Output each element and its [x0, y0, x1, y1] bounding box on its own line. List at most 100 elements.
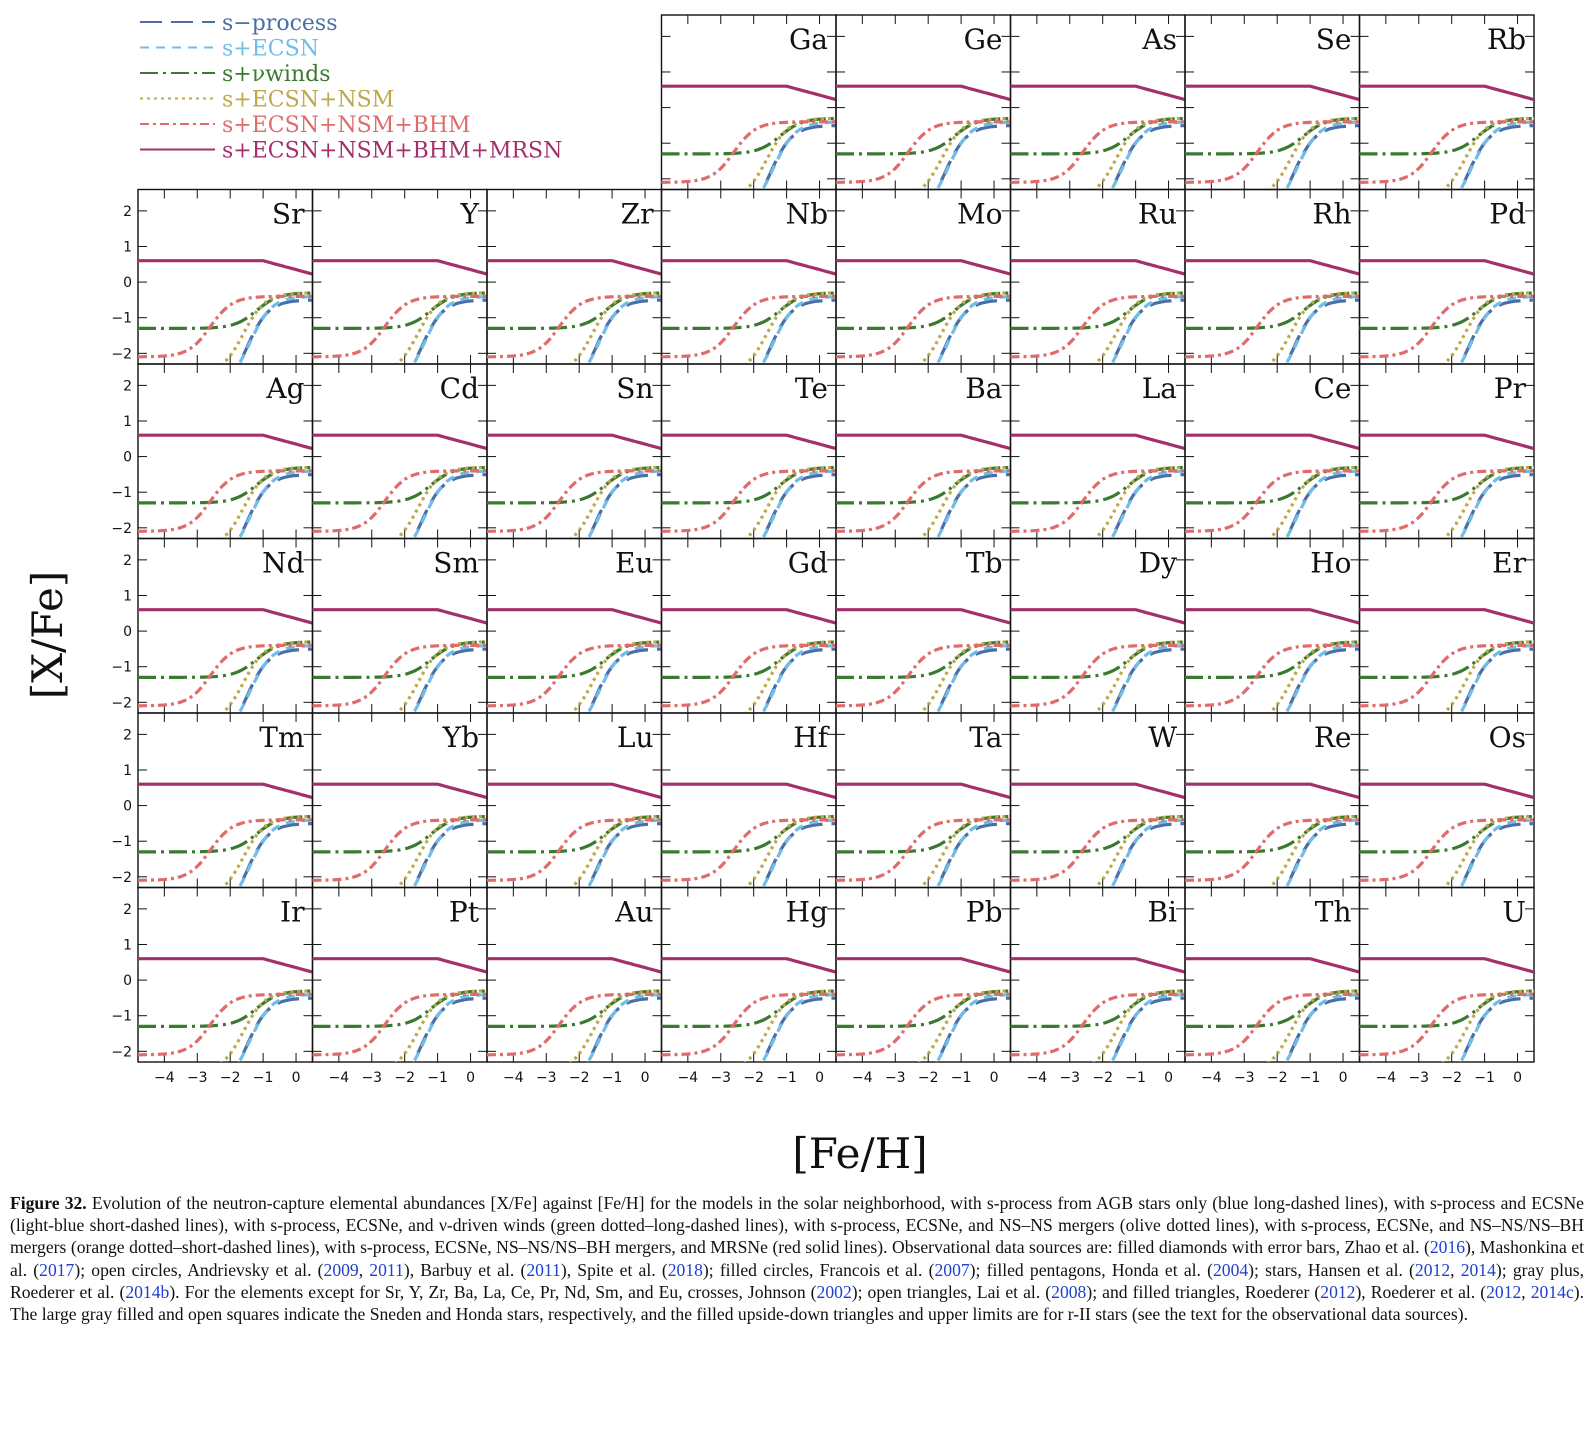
x-tick-label: 0	[815, 1070, 824, 1086]
x-tick-label: −2	[1441, 1070, 1462, 1086]
element-label: Ga	[789, 23, 828, 56]
caption-ref-link[interactable]: 2018	[667, 1259, 703, 1280]
model-line	[1010, 992, 1185, 1057]
model-lines	[836, 84, 1011, 190]
model-lines	[1010, 608, 1185, 713]
model-line	[1010, 814, 1185, 854]
caption-ref-link[interactable]: 2002	[816, 1281, 852, 1302]
model-line	[1010, 643, 1185, 708]
model-line	[487, 640, 662, 680]
model-lines	[661, 608, 836, 713]
model-lines	[138, 957, 313, 1062]
model-line	[586, 473, 662, 539]
model-line	[1185, 957, 1360, 974]
caption-ref-link[interactable]: 2014b	[125, 1281, 170, 1302]
model-lines	[1185, 433, 1360, 539]
model-line	[1359, 294, 1534, 359]
model-line	[1010, 818, 1185, 882]
model-line	[1010, 116, 1185, 156]
model-line	[661, 259, 836, 276]
model-line	[1458, 473, 1534, 539]
model-line	[1010, 259, 1185, 276]
model-line	[312, 465, 487, 505]
model-lines	[1359, 259, 1534, 364]
model-line	[1284, 473, 1360, 539]
model-line	[661, 989, 836, 1029]
model-line	[487, 294, 662, 359]
model-line	[1359, 989, 1534, 1029]
model-line	[411, 996, 487, 1062]
model-line	[138, 992, 313, 1057]
caption-text: Evolution of the neutron-capture element…	[10, 1193, 1584, 1258]
y-tick-label: 1	[123, 763, 132, 779]
caption-ref-link[interactable]: 2007	[934, 1259, 970, 1280]
model-lines	[487, 782, 662, 888]
x-tick-label: −2	[918, 1070, 939, 1086]
caption-text: ,	[1521, 1281, 1531, 1302]
model-lines	[138, 433, 313, 539]
caption-ref-link[interactable]: 2004	[1212, 1259, 1249, 1280]
caption-ref-link[interactable]: 2009	[323, 1259, 359, 1280]
model-line	[661, 643, 836, 708]
panel-ir: −4 −3 −2 −1 0 2 1 0 −1 −2 Ir	[111, 886, 314, 1086]
caption-ref-link[interactable]: 2016	[1429, 1237, 1466, 1258]
element-label: Ce	[1314, 372, 1352, 405]
model-line	[661, 84, 836, 102]
model-line	[312, 782, 487, 800]
model-line	[1010, 433, 1185, 451]
model-line	[1359, 291, 1534, 330]
caption-ref-link[interactable]: 2012	[1320, 1281, 1356, 1302]
caption-ref-link[interactable]: 2012	[1486, 1281, 1522, 1302]
x-tick-label: −1	[1300, 1070, 1321, 1086]
model-line	[1185, 291, 1360, 330]
x-tick-label: −1	[1125, 1070, 1146, 1086]
model-line	[661, 294, 836, 359]
model-line	[1109, 996, 1185, 1062]
caption-ref-link[interactable]: 2011	[369, 1259, 404, 1280]
x-tick-label: −3	[885, 1070, 906, 1086]
model-line	[1185, 782, 1360, 800]
caption-ref-link[interactable]: 2012	[1414, 1259, 1451, 1280]
model-line	[1359, 84, 1534, 102]
caption-text: ), Roederer et al. (	[1355, 1281, 1487, 1302]
model-lines	[1010, 259, 1185, 364]
legend: s−processs+ECSNs+νwindss+ECSN+NSMs+ECSN+…	[140, 11, 562, 164]
model-line	[935, 647, 1011, 713]
panel-th: −4 −3 −2 −1 0 Th	[1184, 886, 1361, 1086]
caption-ref-link[interactable]: 2011	[526, 1259, 561, 1280]
x-tick-label: −2	[569, 1070, 590, 1086]
model-line	[487, 608, 662, 625]
model-line	[1010, 291, 1185, 330]
model-lines	[1359, 433, 1534, 539]
caption-ref-link[interactable]: 2014	[1460, 1259, 1496, 1280]
x-tick-label: −3	[1234, 1070, 1255, 1086]
model-line	[138, 291, 313, 330]
model-line	[836, 818, 1011, 882]
model-line	[138, 814, 313, 854]
caption-ref-link[interactable]: 2014c	[1530, 1281, 1574, 1302]
model-line	[1185, 259, 1360, 276]
model-line	[487, 992, 662, 1057]
element-label: Ru	[1138, 198, 1177, 231]
model-line	[1284, 124, 1360, 190]
caption-ref-link[interactable]: 2017	[39, 1259, 75, 1280]
model-lines	[836, 433, 1011, 539]
model-line	[1458, 996, 1534, 1062]
model-line	[487, 957, 662, 974]
caption-ref-link[interactable]: 2008	[1051, 1281, 1087, 1302]
panel-yb: Yb	[311, 712, 488, 889]
element-label: As	[1141, 23, 1177, 56]
model-lines	[312, 608, 487, 713]
model-line	[1359, 640, 1534, 680]
x-tick-label: −4	[503, 1070, 524, 1086]
caption-text: ); open triangles, Lai et al. (	[851, 1281, 1052, 1302]
model-lines	[661, 259, 836, 364]
model-line	[237, 473, 313, 539]
model-lines	[1185, 84, 1360, 190]
element-label: Nd	[262, 547, 305, 580]
model-line	[411, 647, 487, 713]
model-line	[1109, 473, 1185, 539]
element-label: Eu	[615, 547, 653, 580]
model-line	[1010, 84, 1185, 102]
model-line	[1359, 469, 1534, 533]
